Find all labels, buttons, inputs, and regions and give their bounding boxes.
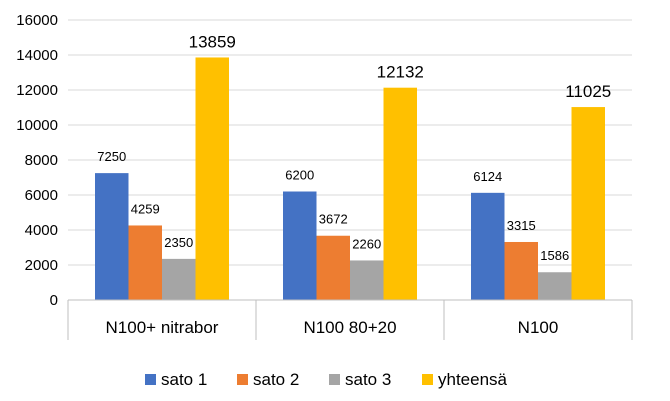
data-label: 2260 bbox=[352, 236, 381, 251]
y-tick-label: 0 bbox=[50, 292, 58, 309]
x-category-label: N100+ nitrabor bbox=[106, 318, 219, 337]
data-labels: 7250 6200 6124 4259 3672 3315 2350 2260 1586 1385… bbox=[97, 32, 611, 263]
legend-label: sato 2 bbox=[253, 370, 299, 389]
y-axis: 0 2000 4000 6000 8000 10000 12000 14000 16000 bbox=[16, 12, 58, 309]
legend-label: yhteensä bbox=[438, 370, 508, 389]
legend-label: sato 1 bbox=[161, 370, 207, 389]
x-category-label: N100 bbox=[518, 318, 559, 337]
bar-sato-3-2 bbox=[538, 272, 572, 300]
data-label: 1586 bbox=[540, 248, 569, 263]
bars bbox=[95, 57, 605, 300]
bar-sato-2-0 bbox=[128, 225, 162, 300]
data-label: 11025 bbox=[565, 82, 611, 101]
bar-yhteensä-0 bbox=[195, 57, 229, 300]
y-tick-label: 12000 bbox=[16, 82, 58, 99]
data-label: 2350 bbox=[164, 235, 193, 250]
data-label: 6200 bbox=[285, 168, 314, 183]
legend-swatch bbox=[329, 374, 340, 385]
x-axis: N100+ nitrabor N100 80+20 N100 bbox=[67, 299, 633, 340]
data-label: 12132 bbox=[377, 63, 424, 82]
data-label: 13859 bbox=[189, 32, 236, 51]
y-tick-label: 10000 bbox=[16, 117, 58, 134]
y-tick-label: 8000 bbox=[25, 152, 58, 169]
bar-sato-2-2 bbox=[504, 241, 538, 300]
bar-sato-1-1 bbox=[283, 191, 317, 300]
y-tick-label: 16000 bbox=[16, 12, 58, 29]
data-label: 3315 bbox=[507, 218, 536, 233]
data-label: 6124 bbox=[473, 169, 502, 184]
legend-swatch bbox=[237, 374, 248, 385]
data-label: 4259 bbox=[131, 201, 160, 216]
y-tick-label: 4000 bbox=[25, 222, 58, 239]
legend-swatch bbox=[145, 374, 156, 385]
y-tick-label: 14000 bbox=[16, 47, 58, 64]
data-label: 3672 bbox=[319, 212, 348, 227]
y-tick-label: 2000 bbox=[25, 257, 58, 274]
bar-yhteensä-2 bbox=[571, 107, 605, 300]
x-category-label: N100 80+20 bbox=[303, 318, 396, 337]
y-tick-label: 6000 bbox=[25, 187, 58, 204]
legend-label: sato 3 bbox=[345, 370, 391, 389]
bar-sato-1-0 bbox=[95, 173, 129, 300]
legend-swatch bbox=[422, 374, 433, 385]
bar-sato-3-0 bbox=[162, 258, 196, 300]
bar-yhteensä-1 bbox=[383, 87, 417, 300]
bar-sato-3-1 bbox=[350, 260, 384, 300]
data-label: 7250 bbox=[97, 149, 126, 164]
legend: sato 1 sato 2 sato 3 yhteensä bbox=[145, 370, 508, 389]
bar-sato-1-2 bbox=[471, 192, 505, 300]
bar-sato-2-1 bbox=[316, 235, 350, 300]
